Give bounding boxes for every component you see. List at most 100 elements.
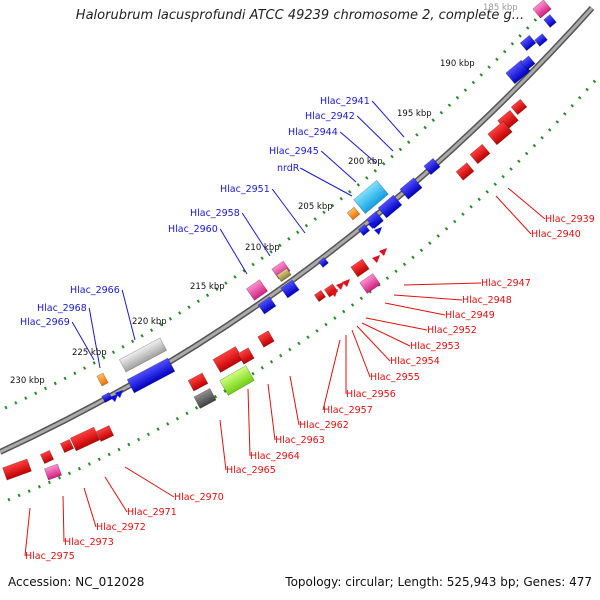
reverse-gene — [350, 258, 370, 278]
reverse-gene-small — [379, 248, 387, 256]
reverse-gene-label[interactable]: Hlac_2952 — [427, 325, 477, 336]
forward-gene-label[interactable]: Hlac_2945 — [269, 146, 319, 157]
reverse-gene — [95, 425, 115, 442]
labels-layer: 185 kbp 190 kbp 195 kbp 200 kbp 205 kbp 210 k… — [10, 3, 595, 562]
scale-label: 190 kbp — [440, 59, 475, 69]
reverse-leader-line — [83, 487, 97, 528]
reverse-gene-label[interactable]: Hlac_2964 — [250, 451, 300, 462]
reverse-gene-small — [372, 255, 380, 263]
reverse-leader-line — [351, 329, 371, 378]
forward-gene-label[interactable]: Hlac_2968 — [37, 303, 87, 314]
forward-gene — [257, 296, 277, 315]
reverse-leader-line — [219, 419, 227, 471]
forward-gene-label[interactable]: Hlac_2944 — [288, 127, 338, 138]
reverse-gene-label[interactable]: Hlac_2972 — [96, 522, 146, 533]
feature-pink-185 — [532, 0, 552, 19]
reverse-gene-label[interactable]: Hlac_2947 — [481, 278, 531, 289]
feature-pink — [246, 279, 268, 301]
forward-gene-label[interactable]: Hlac_2958 — [190, 208, 240, 219]
reverse-leader-line — [393, 294, 463, 301]
tick-marks-layer — [4, 13, 600, 502]
forward-gene — [126, 357, 176, 394]
scale-label: 215 kbp — [190, 282, 225, 292]
accession-text: Accession: NC_012028 — [8, 575, 145, 589]
reverse-gene — [2, 458, 32, 481]
reverse-gene — [314, 290, 326, 302]
forward-gene-label[interactable]: Hlac_2942 — [305, 111, 355, 122]
label-leader-lines-layer — [24, 100, 546, 557]
forward-gene-small — [368, 221, 376, 229]
forward-gene-label[interactable]: Hlac_2960 — [168, 224, 218, 235]
reverse-gene-label[interactable]: Hlac_2940 — [531, 229, 581, 240]
reverse-gene — [237, 347, 255, 365]
reverse-gene-label[interactable]: Hlac_2956 — [346, 389, 396, 400]
inner-tick-ring — [7, 74, 600, 502]
reverse-leader-line — [384, 302, 446, 316]
forward-gene-label[interactable]: Hlac_2941 — [320, 96, 370, 107]
forward-leader-line — [271, 188, 306, 234]
reverse-gene — [187, 372, 209, 392]
forward-leader-line — [320, 150, 357, 183]
reverse-gene-label[interactable]: Hlac_2955 — [370, 372, 420, 383]
forward-gene-small — [374, 227, 382, 235]
reverse-gene — [212, 346, 244, 373]
forward-gene-small — [110, 394, 118, 402]
reverse-gene-label[interactable]: Hlac_2973 — [64, 537, 114, 548]
feature-lime — [219, 365, 255, 396]
reverse-leader-line — [247, 388, 251, 457]
forward-leader-line — [121, 289, 136, 341]
forward-gene — [519, 34, 537, 52]
reverse-gene — [487, 120, 513, 146]
scale-label: 230 kbp — [10, 376, 45, 386]
reverse-leader-line — [356, 325, 391, 362]
reverse-leader-line — [403, 282, 482, 286]
reverse-leader-line — [507, 187, 546, 220]
forward-leader-line — [339, 131, 377, 164]
reverse-gene-label[interactable]: Hlac_2957 — [323, 405, 373, 416]
forward-leader-line — [299, 167, 353, 197]
genes-layer — [2, 0, 557, 481]
forward-gene-label[interactable]: Hlac_2951 — [220, 184, 270, 195]
reverse-gene — [510, 98, 528, 116]
reverse-gene-small — [342, 279, 350, 287]
reverse-gene — [39, 449, 55, 465]
forward-leader-line — [356, 115, 394, 152]
reverse-leader-line — [361, 322, 411, 347]
map-title: Halorubrum lacusprofundi ATCC 49239 chro… — [75, 8, 525, 23]
reverse-gene-label[interactable]: Hlac_2971 — [127, 507, 177, 518]
forward-gene — [357, 223, 371, 237]
rna-gene — [96, 372, 109, 387]
feature-dark-gray — [193, 388, 217, 409]
reverse-gene-label[interactable]: Hlac_2948 — [462, 295, 512, 306]
scale-label: 185 kbp — [483, 3, 518, 13]
reverse-gene-label[interactable]: Hlac_2962 — [299, 420, 349, 431]
scale-label: 195 kbp — [397, 109, 432, 119]
forward-gene-label[interactable]: Hlac_2966 — [70, 285, 120, 296]
scale-label: 210 kbp — [245, 243, 280, 253]
reverse-gene-label[interactable]: Hlac_2975 — [25, 551, 75, 562]
forward-gene — [520, 55, 536, 71]
forward-gene-label[interactable]: nrdR — [277, 163, 300, 174]
reverse-gene — [469, 143, 491, 165]
forward-gene — [101, 392, 113, 403]
scale-label: 205 kbp — [298, 202, 333, 212]
reverse-leader-line — [124, 466, 175, 498]
forward-gene-label[interactable]: Hlac_2969 — [20, 317, 70, 328]
reverse-gene-label[interactable]: Hlac_2963 — [275, 435, 325, 446]
feature-olive — [276, 267, 292, 283]
chromosome-backbone — [0, 5, 595, 455]
reverse-gene-label[interactable]: Hlac_2953 — [410, 341, 460, 352]
rna-gene — [346, 206, 361, 221]
reverse-gene — [455, 162, 475, 181]
chromosome-backbone-highlight — [0, 6, 594, 454]
reverse-gene-label[interactable]: Hlac_2954 — [390, 356, 440, 367]
forward-gene — [377, 194, 403, 219]
feature-gray — [119, 337, 167, 373]
reverse-gene-label[interactable]: Hlac_2939 — [545, 214, 595, 225]
reverse-gene-label[interactable]: Hlac_2970 — [174, 492, 224, 503]
reverse-gene-label[interactable]: Hlac_2965 — [226, 465, 276, 476]
forward-gene — [280, 279, 300, 299]
reverse-gene — [59, 438, 75, 454]
reverse-gene-label[interactable]: Hlac_2949 — [445, 310, 495, 321]
